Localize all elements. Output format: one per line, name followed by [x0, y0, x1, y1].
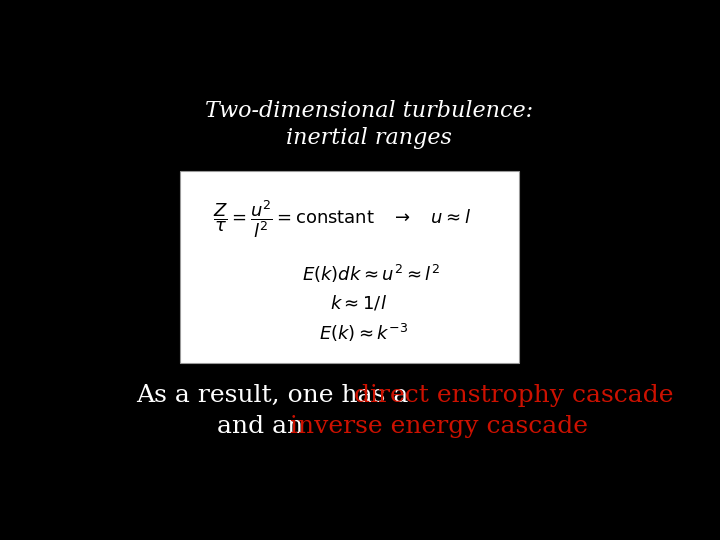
Text: $E(k) \approx k^{-3}$: $E(k) \approx k^{-3}$: [319, 322, 408, 344]
Text: direct enstrophy cascade: direct enstrophy cascade: [354, 384, 673, 407]
Text: $E(k)dk \approx u^2 \approx l^2$: $E(k)dk \approx u^2 \approx l^2$: [302, 263, 440, 285]
Text: $k \approx 1/l$: $k \approx 1/l$: [330, 294, 387, 313]
Text: and an: and an: [217, 415, 311, 438]
Text: inertial ranges: inertial ranges: [286, 127, 452, 149]
Text: Two-dimensional turbulence:: Two-dimensional turbulence:: [205, 100, 533, 122]
Text: inverse energy cascade: inverse energy cascade: [290, 415, 588, 438]
Text: As a result, one has a: As a result, one has a: [137, 384, 417, 407]
FancyBboxPatch shape: [180, 171, 519, 363]
Text: $\dfrac{Z}{\tau} = \dfrac{u^2}{l^2} = \mathrm{constant} \quad \rightarrow \quad : $\dfrac{Z}{\tau} = \dfrac{u^2}{l^2} = \m…: [213, 198, 471, 240]
